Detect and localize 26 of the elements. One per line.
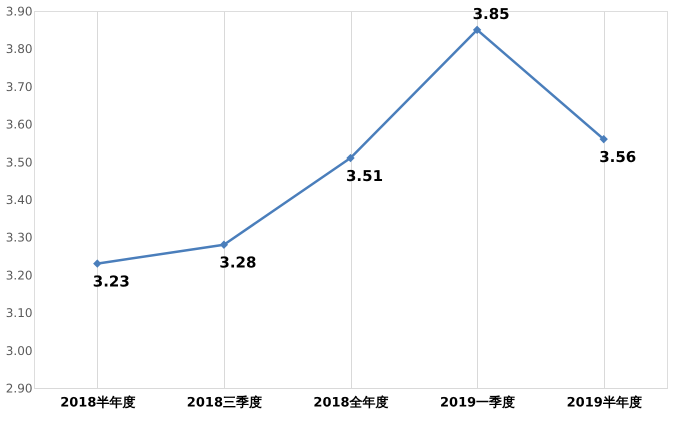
data-label: 3.28 [219, 254, 256, 272]
data-label: 3.23 [92, 272, 130, 291]
data-label: 3.85 [472, 4, 510, 23]
point [600, 134, 608, 144]
y-tick-label: 3.70 [6, 80, 32, 94]
point [472, 26, 482, 34]
y-tick-label: 2.90 [6, 382, 32, 396]
x-tick-label: 2018全年度 [313, 394, 389, 410]
y-tick-label: 3.60 [6, 118, 32, 132]
y-tick-label: 3.20 [6, 268, 32, 282]
x-tick-label: 2019一季度 [440, 394, 516, 410]
point [220, 240, 228, 249]
x-tick-label: 2018半年度 [60, 394, 136, 410]
y-tick-label: 3.10 [6, 306, 32, 320]
y-tick-label: 3.00 [6, 344, 32, 358]
x-tick-label: 2018三季度 [186, 394, 262, 410]
data-label: 3.56 [599, 148, 636, 166]
y-tick-label: 3.50 [6, 155, 32, 170]
data-label: 3.51 [346, 167, 384, 186]
y-tick-label: 3.30 [6, 230, 32, 245]
point [93, 259, 102, 268]
x-tick-label: 2019半年度 [566, 394, 642, 410]
y-tick-label: 3.80 [6, 42, 32, 56]
point [346, 154, 355, 162]
y-tick-label: 3.40 [6, 193, 32, 207]
y-tick-label: 3.90 [6, 4, 32, 18]
